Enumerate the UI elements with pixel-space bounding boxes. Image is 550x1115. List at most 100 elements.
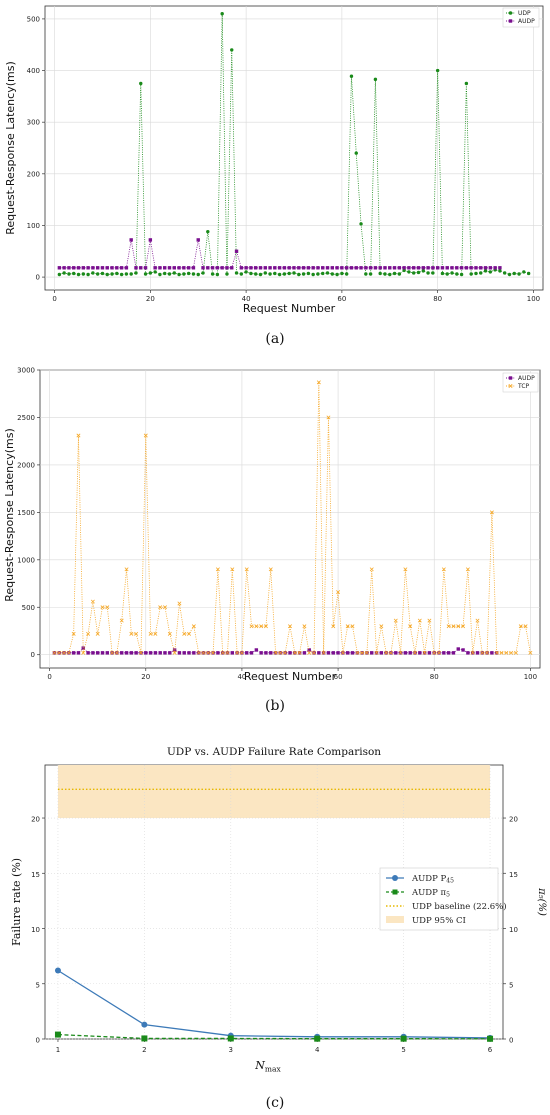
legend: AUDP P45 AUDP π5 UDP baseline (22.6%) UD… [379, 867, 507, 931]
legend-label-audp: AUDP [518, 18, 535, 25]
data-point-audp [335, 266, 339, 270]
data-point-tcp [331, 624, 336, 629]
data-point-tcp [465, 567, 470, 572]
data-point-audp [306, 266, 311, 270]
legend-label-udp: UDP [518, 10, 531, 17]
y-axis-label: Request-Response Latency(ms) [3, 428, 16, 602]
data-point-audp [158, 266, 162, 270]
data-point-tcp [321, 650, 326, 655]
legend-label-tcp: TCP [517, 383, 530, 390]
caption-a: (a) [265, 331, 284, 347]
data-point-audp [326, 651, 331, 655]
x-tick-label: 0 [47, 673, 51, 681]
data-point-audp [325, 266, 330, 270]
data-point-audp [392, 266, 397, 270]
y-tick-label: 500 [22, 604, 35, 612]
data-point-audp [105, 651, 110, 655]
data-point-audp [407, 266, 411, 270]
y-tick-label: 300 [27, 119, 40, 127]
data-point-tcp [369, 567, 374, 572]
data-point-tcp [206, 650, 211, 655]
y-tick-label: 0 [36, 1037, 40, 1045]
x-tick-label: 100 [524, 673, 537, 681]
data-point-tcp [461, 624, 466, 629]
data-point-tcp [499, 650, 504, 655]
x-tick-label: 1 [56, 1046, 60, 1054]
data-point-tcp [422, 650, 427, 655]
data-point-tcp [364, 650, 369, 655]
data-point-audp [120, 651, 124, 655]
data-point-audp [71, 651, 76, 655]
data-point-tcp [288, 624, 292, 629]
data-point-udp [182, 272, 186, 276]
data-point-udp [412, 271, 416, 275]
data-point-audp [91, 651, 95, 655]
data-point-udp [277, 272, 282, 277]
data-point-tcp [105, 605, 110, 610]
data-point-udp [172, 271, 176, 275]
data-point-udp [301, 272, 306, 276]
data-point-audp [182, 266, 186, 270]
series-line-tcp [54, 382, 531, 654]
data-point-udp [335, 272, 339, 277]
data-point-udp [139, 81, 143, 86]
data-point-udp [67, 272, 71, 276]
data-point-udp [230, 48, 234, 52]
data-point-audp [450, 266, 454, 270]
data-point-tcp [480, 650, 485, 655]
data-point-audp [220, 266, 224, 270]
data-point-udp [76, 272, 81, 277]
legend-marker-p45 [392, 875, 398, 881]
data-point-tcp [114, 650, 119, 655]
data-point-tcp [201, 650, 206, 655]
data-point-tcp [523, 624, 528, 629]
data-point-audp [316, 266, 320, 270]
data-point-udp [148, 271, 153, 275]
data-point-tcp [528, 650, 533, 655]
data-point-udp [234, 271, 239, 275]
data-point-audp [427, 651, 432, 655]
y-tick-label: 15 [31, 871, 40, 879]
data-point-audp [86, 266, 90, 270]
x-tick-label: 20 [146, 295, 155, 303]
data-point-tcp [163, 605, 167, 610]
data-point-audp [72, 266, 76, 270]
data-point-tcp [143, 433, 148, 438]
data-point-udp [512, 271, 516, 276]
data-point-udp [129, 272, 133, 276]
y-tick-label: 2000 [17, 461, 35, 469]
data-point-audp [134, 651, 138, 655]
x-axis-label: Request Number [243, 302, 336, 315]
data-point-udp [72, 271, 76, 276]
x-tick-label: 6 [488, 1046, 493, 1054]
data-point-audp [388, 266, 392, 270]
data-point-udp [191, 272, 196, 276]
data-point-tcp [283, 650, 288, 655]
data-point-audp [144, 651, 148, 655]
data-point-tcp [191, 624, 196, 629]
data-point-udp [397, 272, 402, 276]
y-axis-right-label: π₅(%) [536, 887, 547, 916]
data-point-tcp [355, 650, 360, 655]
data-point-udp [297, 272, 301, 277]
data-point-audp [488, 266, 493, 270]
legend-marker-pi5 [392, 889, 398, 895]
data-point-tcp [177, 601, 182, 606]
data-point-audp [230, 266, 234, 270]
x-tick-label: 40 [237, 673, 246, 681]
data-point-tcp [297, 650, 302, 655]
data-point-audp [215, 266, 220, 270]
data-point-tcp [417, 618, 422, 623]
data-point-audp [456, 647, 460, 651]
data-point-audp-5 [314, 1035, 321, 1042]
data-point-audp [153, 266, 157, 270]
data-point-tcp [215, 567, 220, 572]
data-point-audp [469, 266, 473, 270]
x-tick-label: 2 [142, 1046, 146, 1054]
data-point-udp [373, 77, 378, 82]
data-point-audp [210, 266, 215, 270]
data-point-udp [95, 272, 100, 276]
data-point-tcp [100, 605, 105, 610]
data-point-audp [201, 266, 205, 270]
